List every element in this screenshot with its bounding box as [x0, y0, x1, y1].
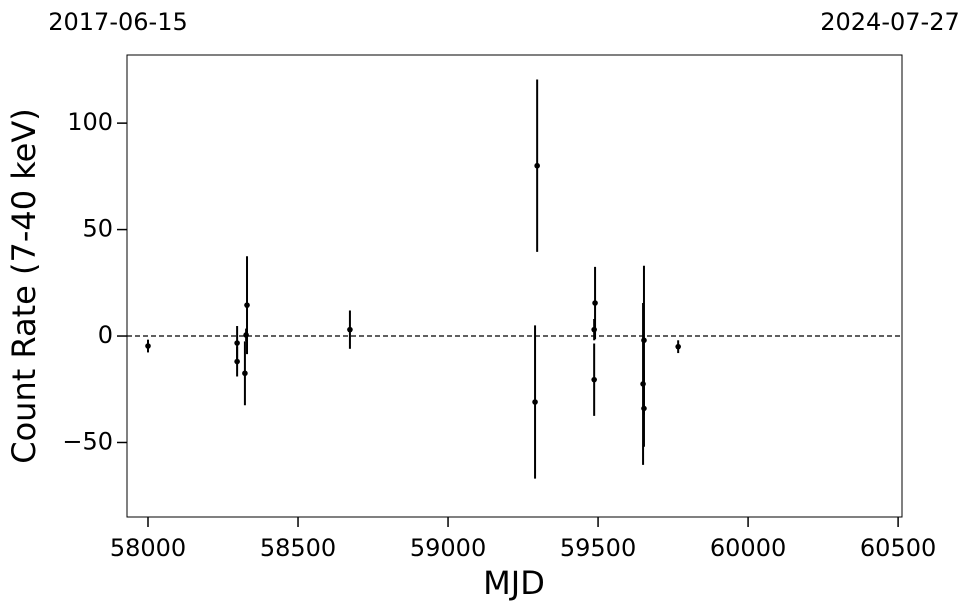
y-tick-label: 100: [67, 108, 113, 136]
x-tick-label: 60500: [860, 534, 936, 562]
data-point: [242, 370, 248, 377]
data-point: [234, 340, 240, 346]
x-tick-label: 58000: [110, 534, 186, 562]
data-point: [534, 162, 540, 169]
data-point: [347, 326, 353, 333]
top-left-date: 2017-06-15: [48, 8, 187, 36]
axes-frame: [126, 54, 903, 518]
data-point: [234, 358, 240, 365]
x-tick-label: 59500: [560, 534, 636, 562]
y-tick-label: 0: [98, 321, 113, 349]
data-point: [591, 376, 597, 383]
data-point: [244, 302, 250, 308]
data-point: [675, 343, 681, 350]
top-right-date: 2024-07-27: [820, 8, 959, 36]
data-point: [641, 337, 647, 344]
data-point: [532, 399, 538, 405]
y-tick-label: −50: [62, 427, 113, 455]
data-point: [145, 343, 151, 349]
x-axis-label: MJD: [483, 564, 545, 602]
x-tick-label: 59000: [410, 534, 486, 562]
y-tick-label: 50: [82, 215, 113, 243]
data-point: [592, 300, 598, 306]
data-point: [641, 405, 647, 412]
x-tick-label: 58500: [260, 534, 336, 562]
x-tick-label: 60000: [710, 534, 786, 562]
y-axis-label: Count Rate (7-40 keV): [5, 108, 43, 463]
